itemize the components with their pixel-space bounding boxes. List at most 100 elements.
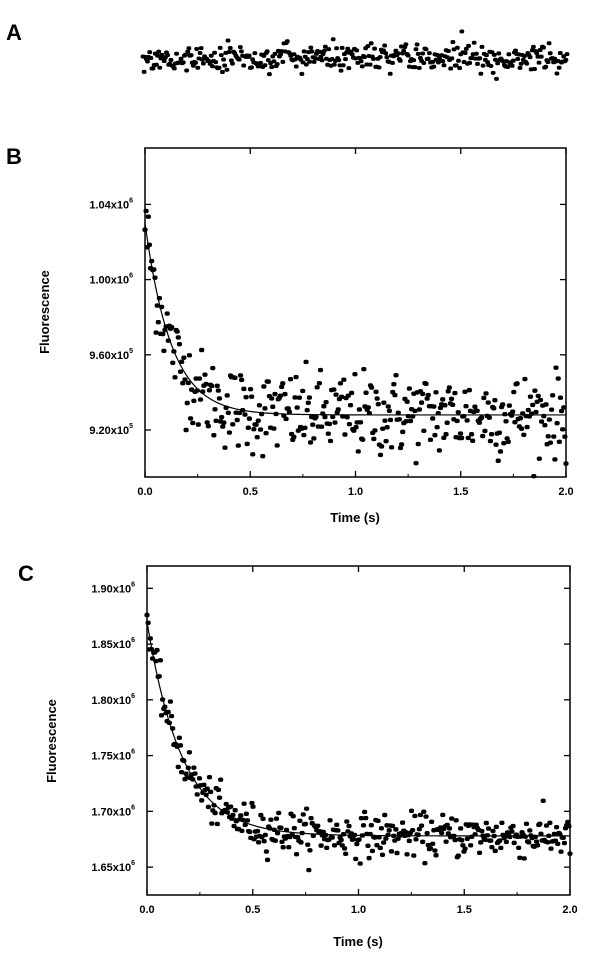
data-point-c (231, 823, 237, 829)
residual-point (405, 53, 411, 58)
data-point-c (264, 857, 271, 863)
data-point-b (243, 395, 249, 400)
residual-point (300, 60, 306, 65)
data-point-b (384, 425, 390, 430)
data-point-b (369, 385, 375, 390)
data-point-c (516, 845, 522, 850)
residual-point (365, 44, 371, 49)
data-point-b (547, 440, 554, 445)
residual-point (453, 63, 459, 68)
data-point-b (391, 381, 397, 387)
data-point-c (439, 830, 445, 836)
residual-point (471, 40, 477, 45)
data-point-b (502, 412, 508, 417)
data-point-c (427, 846, 434, 851)
data-point-b (448, 396, 455, 402)
data-point-c (535, 843, 541, 848)
data-point-b (432, 432, 438, 438)
residual-point (377, 55, 383, 60)
data-point-b (561, 405, 567, 410)
data-point-c (523, 821, 530, 827)
data-point-b (392, 392, 398, 398)
data-point-b (562, 434, 568, 439)
data-point-c (374, 843, 380, 848)
data-point-b (225, 410, 231, 416)
data-point-b (291, 434, 297, 440)
data-point-b (474, 408, 480, 413)
data-point-b (256, 403, 263, 408)
data-point-c (196, 776, 203, 781)
data-point-c (476, 850, 483, 856)
data-point-b (306, 395, 313, 400)
data-point-c (192, 771, 198, 776)
data-point-c (430, 841, 436, 847)
residual-point (358, 59, 364, 64)
data-point-b (355, 449, 361, 454)
data-point-c (363, 815, 369, 821)
data-point-c (381, 840, 387, 845)
data-point-c (383, 836, 389, 841)
data-point-b (554, 421, 560, 426)
residual-point (185, 49, 191, 54)
residual-point (473, 51, 479, 56)
data-point-c (157, 658, 163, 663)
data-point-c (478, 840, 484, 845)
x-tick-label-b: 1.0 (348, 486, 363, 498)
data-point-c (293, 851, 300, 857)
data-point-b (415, 441, 421, 447)
residual-point (145, 59, 150, 64)
residual-point (280, 59, 286, 64)
data-point-b (195, 422, 201, 427)
data-point-b (204, 420, 210, 425)
residual-point (246, 53, 252, 58)
data-point-b (521, 432, 527, 437)
residual-point (330, 37, 336, 42)
residual-point (456, 58, 461, 63)
data-point-b (327, 438, 334, 444)
data-point-c (308, 815, 314, 821)
data-point-c (554, 824, 560, 830)
data-point-b (235, 443, 241, 448)
data-point-b (344, 415, 350, 420)
residual-point (307, 59, 313, 64)
data-point-c (249, 800, 255, 806)
x-tick-label-b: 0.5 (243, 486, 258, 498)
residual-point (563, 57, 569, 62)
data-point-b (465, 435, 471, 441)
residual-point (359, 64, 365, 69)
data-point-b (446, 385, 452, 390)
data-point-b (326, 421, 332, 427)
residual-point (331, 62, 337, 67)
residual-point (561, 54, 567, 59)
data-point-b (285, 406, 291, 411)
data-point-b (199, 347, 205, 353)
residual-point (466, 43, 471, 48)
residual-point (220, 69, 225, 74)
data-point-b (274, 443, 280, 448)
residual-point (213, 60, 219, 65)
data-point-b (558, 408, 565, 414)
data-point-b (463, 404, 469, 409)
residual-point (490, 70, 496, 75)
data-point-c (318, 843, 324, 848)
data-point-b (435, 410, 441, 416)
data-point-c (310, 833, 316, 839)
data-point-b (213, 418, 219, 424)
data-point-b (221, 420, 227, 425)
data-point-b (282, 391, 288, 397)
data-point-b (563, 461, 569, 466)
data-point-b (487, 438, 494, 444)
residual-point (222, 63, 228, 68)
data-point-c (353, 856, 359, 862)
data-point-c (560, 835, 566, 841)
data-point-b (154, 303, 160, 308)
residual-point (448, 66, 454, 71)
y-tick-label-b: 9.20x105 (89, 423, 133, 437)
data-point-b (357, 420, 364, 425)
data-point-b (545, 434, 551, 439)
residual-point (459, 29, 465, 34)
data-point-b (548, 407, 555, 412)
data-point-b (416, 407, 422, 412)
data-point-c (232, 807, 238, 813)
data-point-c (417, 812, 424, 818)
